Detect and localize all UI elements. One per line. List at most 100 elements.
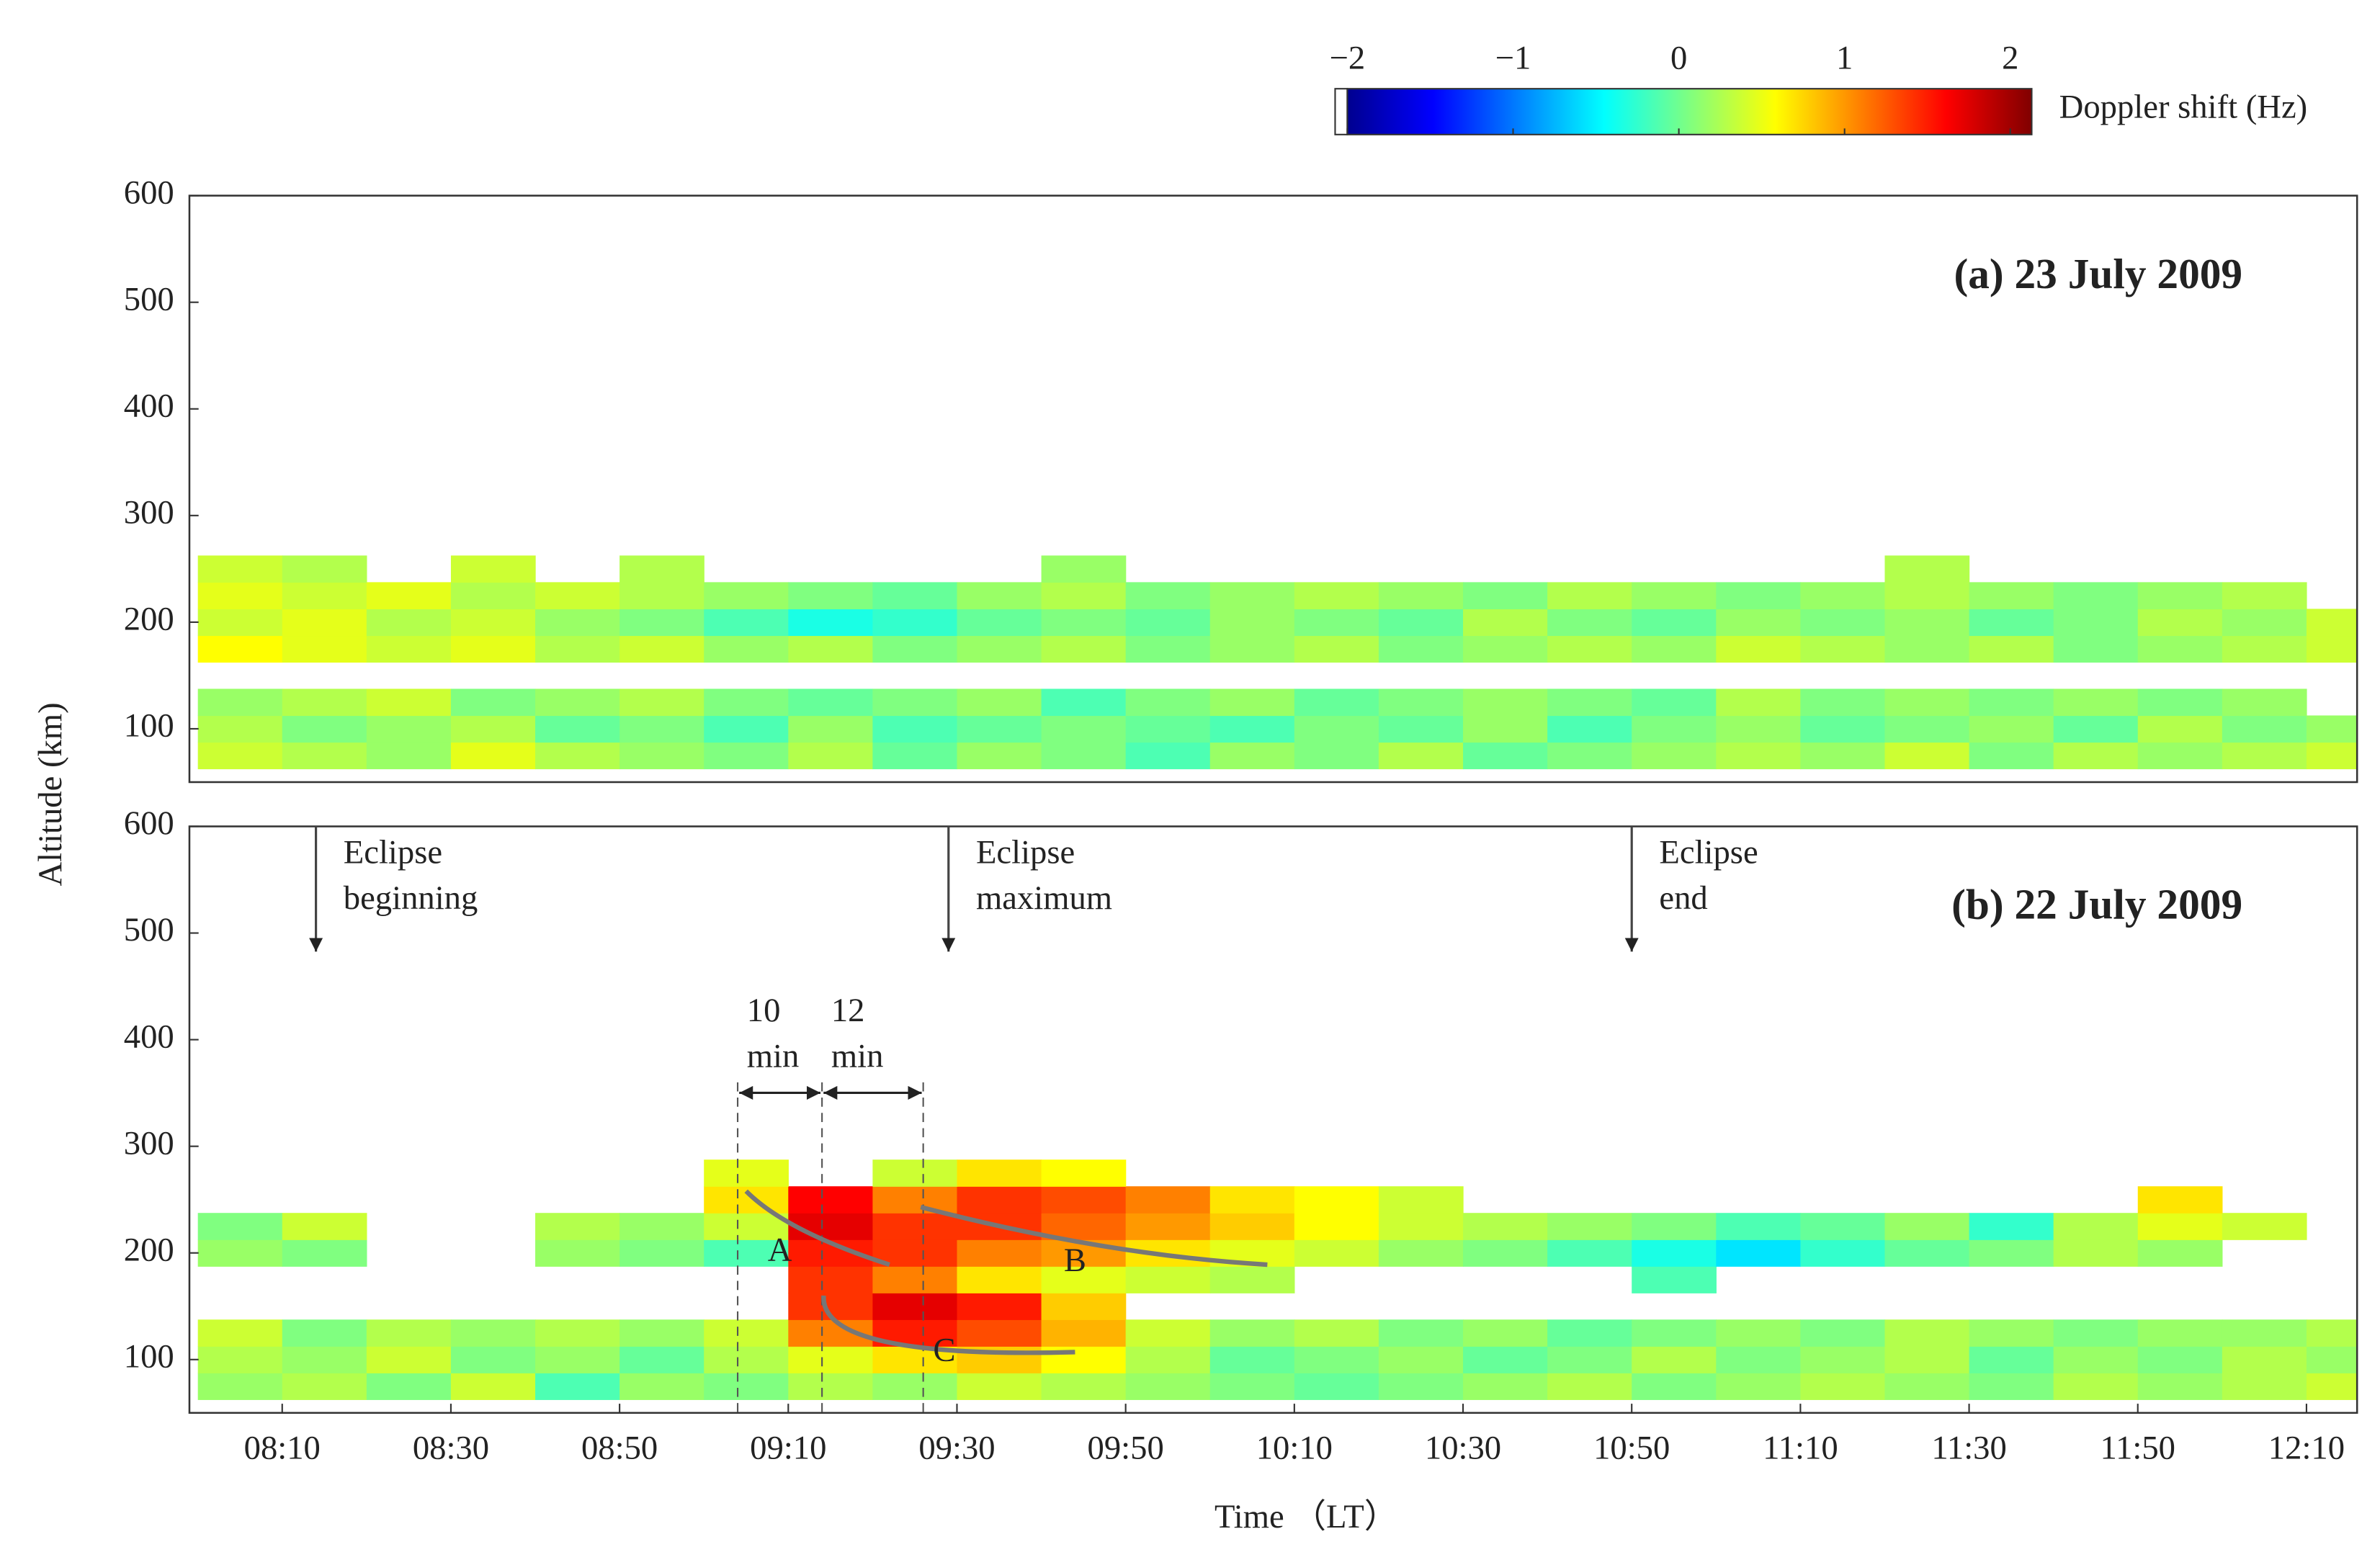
cell	[366, 742, 452, 770]
cell	[704, 715, 789, 743]
cell	[366, 582, 452, 610]
cell	[1632, 1266, 1717, 1293]
x-tick-label: 09:10	[750, 1430, 826, 1467]
cell	[1800, 742, 1886, 770]
cell	[2222, 688, 2307, 717]
colorbar	[1346, 88, 2033, 135]
cell	[2306, 742, 2358, 770]
cell	[1800, 1239, 1886, 1267]
cell	[619, 688, 704, 717]
cell	[1209, 688, 1295, 717]
cell	[1125, 742, 1211, 770]
cell	[1209, 742, 1295, 770]
cell	[2137, 1213, 2223, 1240]
cell	[872, 1186, 958, 1214]
cell	[366, 1346, 452, 1373]
cell	[282, 1373, 367, 1400]
cell	[282, 582, 367, 610]
cell	[1884, 688, 1970, 717]
cell	[2222, 1346, 2307, 1373]
cell	[2222, 1319, 2307, 1347]
cell	[366, 715, 452, 743]
cell	[1716, 609, 1802, 637]
curve-label: C	[933, 1332, 955, 1369]
cell	[1969, 582, 2054, 610]
cell	[704, 1373, 789, 1400]
cell	[1209, 1319, 1295, 1347]
cell	[788, 1346, 874, 1373]
cell	[1125, 635, 1211, 663]
cell	[1125, 1213, 1211, 1240]
y-tick-label: 200	[124, 601, 174, 638]
cell	[535, 742, 620, 770]
cell	[1547, 1213, 1632, 1240]
cell	[1041, 688, 1127, 717]
cell	[1716, 715, 1802, 743]
x-tick-label: 10:10	[1256, 1430, 1333, 1467]
cell	[1463, 742, 1548, 770]
cell	[872, 609, 958, 637]
y-tick-label: 500	[124, 280, 174, 318]
cell	[1294, 635, 1379, 663]
plot-frame	[188, 825, 2358, 1414]
cell	[197, 555, 283, 583]
cell	[1463, 1213, 1548, 1240]
cell	[1632, 1213, 1717, 1240]
cell	[872, 1159, 958, 1187]
cell	[2053, 1213, 2139, 1240]
cell	[1209, 1186, 1295, 1214]
cell	[1547, 609, 1632, 637]
cell	[1632, 582, 1717, 610]
cell	[1463, 715, 1548, 743]
cell	[957, 715, 1042, 743]
cell	[535, 1373, 620, 1400]
cell	[1632, 609, 1717, 637]
cell	[450, 1319, 536, 1347]
cell	[1800, 1373, 1886, 1400]
cell	[1800, 688, 1886, 717]
cell	[366, 1319, 452, 1347]
y-tick-label: 200	[124, 1231, 174, 1268]
cell	[1125, 1266, 1211, 1293]
cell	[2306, 1346, 2358, 1373]
cell	[282, 1346, 367, 1373]
cell	[2137, 1346, 2223, 1373]
cell	[1463, 1373, 1548, 1400]
cell	[450, 1373, 536, 1400]
cell	[1884, 582, 1970, 610]
cell	[1800, 609, 1886, 637]
cell	[1716, 1373, 1802, 1400]
cell	[1884, 742, 1970, 770]
cell	[957, 582, 1042, 610]
cell	[1463, 609, 1548, 637]
colorbar-label: Doppler shift (Hz)	[2059, 89, 2308, 126]
cell	[282, 609, 367, 637]
event-label: Eclipse	[1659, 833, 1758, 871]
cell	[957, 1239, 1042, 1267]
cell	[1884, 1213, 1970, 1240]
cell	[1884, 715, 1970, 743]
cell	[1632, 715, 1717, 743]
cell	[1209, 1373, 1295, 1400]
cell	[535, 1213, 620, 1240]
cell	[619, 582, 704, 610]
cell	[1632, 688, 1717, 717]
cell	[1463, 582, 1548, 610]
cell	[1632, 742, 1717, 770]
cell	[619, 1373, 704, 1400]
cell	[788, 1373, 874, 1400]
event-label: maximum	[976, 879, 1112, 917]
cell	[957, 1373, 1042, 1400]
cell	[704, 1239, 789, 1267]
cell	[1969, 1346, 2054, 1373]
cell	[1378, 742, 1464, 770]
cell	[1716, 1213, 1802, 1240]
cell	[2306, 609, 2358, 637]
interval-label: min	[747, 1037, 800, 1075]
cell	[1547, 582, 1632, 610]
cell	[1547, 635, 1632, 663]
curve	[744, 1189, 890, 1268]
cell	[1041, 555, 1127, 583]
cell	[1041, 715, 1127, 743]
cell	[197, 688, 283, 717]
